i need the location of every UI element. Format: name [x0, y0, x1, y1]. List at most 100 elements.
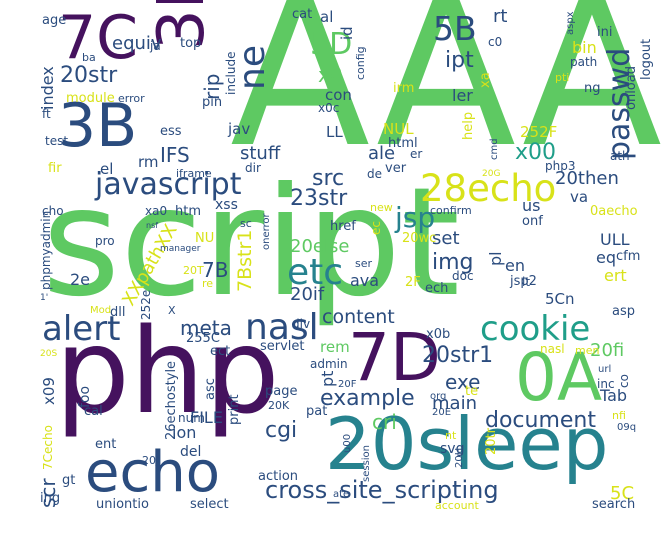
cloud-word: 2e	[70, 270, 91, 289]
cloud-word: cookie	[480, 309, 591, 349]
cloud-word: fir	[48, 161, 62, 176]
cloud-word: document	[485, 408, 596, 433]
cloud-word: de	[367, 167, 382, 181]
cloud-word: doc	[452, 269, 474, 283]
cloud-word: aspx	[565, 11, 576, 35]
cloud-word: content	[322, 306, 395, 328]
cloud-word: 7C	[58, 3, 139, 73]
cloud-word: htm	[175, 204, 201, 219]
cloud-word: ech	[425, 281, 449, 296]
cloud-word: pti	[555, 71, 570, 84]
cloud-word: ava	[350, 271, 380, 290]
cloud-word: 3B	[58, 91, 138, 161]
cloud-word: test	[45, 134, 69, 148]
cloud-word: 5C	[610, 483, 635, 504]
cloud-word: 20str1	[422, 343, 494, 368]
cloud-word: svg	[440, 441, 465, 457]
cloud-word: nt	[445, 429, 457, 442]
cloud-word: 20S	[40, 349, 58, 359]
cloud-word: age	[42, 13, 67, 28]
cloud-word: 7B	[202, 258, 229, 282]
cloud-word: module	[66, 91, 115, 106]
cloud-word: img	[432, 250, 474, 275]
cloud-word: ne	[232, 45, 273, 90]
cloud-word: er	[410, 147, 423, 161]
cloud-word: 20T	[183, 264, 204, 277]
cloud-word: eq	[596, 248, 616, 267]
cloud-word: new	[370, 201, 393, 214]
cloud-word: exe	[445, 370, 481, 394]
cloud-word: rt	[493, 6, 508, 27]
cloud-word: nasl	[540, 342, 565, 356]
cloud-word: 20H	[454, 447, 465, 468]
cloud-word: 28echo	[420, 167, 557, 210]
cloud-word: action	[258, 469, 299, 484]
cloud-word: pt	[318, 370, 337, 387]
cloud-word: manager	[160, 244, 201, 254]
cloud-word: logout	[639, 38, 654, 80]
cloud-word: meta	[180, 316, 232, 340]
cloud-word: php3	[545, 159, 576, 173]
cloud-word: nfi	[612, 409, 626, 422]
cloud-word: session	[361, 444, 372, 482]
cloud-word: NU	[195, 231, 215, 246]
cloud-word: script	[42, 156, 460, 330]
cloud-word: ser	[355, 257, 373, 270]
cloud-word: Tab	[600, 386, 628, 405]
cloud-word: 23str	[290, 186, 348, 211]
cloud-word: url	[598, 364, 612, 375]
cloud-word: ba	[82, 51, 96, 64]
cloud-word: ja	[150, 39, 161, 53]
cloud-word: c0	[488, 35, 503, 49]
cloud-word: 09q	[617, 422, 637, 433]
cloud-word: 20E	[432, 407, 452, 418]
cloud-word: search	[592, 497, 636, 512]
cloud-word: ate	[333, 489, 350, 500]
cloud-word: 5B	[433, 9, 477, 48]
cloud-word: help	[461, 111, 476, 140]
cloud-word: 20str	[60, 63, 118, 88]
cloud-word: ath	[610, 149, 630, 163]
cloud-word: dll	[110, 305, 126, 320]
cloud-word: servlet	[260, 339, 305, 354]
cloud-word: 20G	[482, 169, 501, 179]
cloud-word: X	[168, 304, 176, 317]
cloud-word: num	[178, 411, 205, 425]
cloud-word: IFS	[160, 143, 190, 167]
cloud-word: cgi	[265, 418, 298, 443]
cloud-word: 20else	[290, 236, 350, 257]
cloud-word: account	[435, 499, 479, 512]
cloud-word: equiv	[112, 33, 162, 54]
cloud-word: en	[505, 256, 525, 275]
cloud-word: href	[330, 219, 356, 234]
cloud-word: 20wc	[402, 231, 437, 246]
cloud-word: ess	[160, 124, 182, 139]
cloud-word: al	[320, 8, 334, 26]
cloud-word: cmd	[489, 138, 500, 160]
cloud-word: cat	[292, 7, 313, 22]
cloud-word: html	[388, 136, 418, 151]
cloud-word: cross_site_scripting	[265, 476, 499, 504]
cloud-word: pin	[202, 95, 223, 110]
cloud-word: main	[432, 393, 477, 414]
cloud-word: x0b	[426, 327, 451, 342]
cloud-word: error	[118, 92, 145, 105]
cloud-word: 255C	[186, 331, 220, 346]
cloud-word: onload	[624, 66, 639, 110]
cloud-word: x00	[515, 140, 557, 165]
cloud-word: 20sleep	[325, 402, 609, 486]
cloud-word: nasl	[245, 307, 319, 348]
cloud-word: xa0	[145, 204, 168, 218]
cloud-word: 20F	[338, 379, 357, 390]
cloud-word: del	[180, 444, 202, 460]
cloud-word: id	[338, 26, 356, 40]
cloud-word: con	[325, 86, 352, 104]
cloud-word: config	[354, 46, 367, 80]
cloud-word: 252e	[139, 289, 153, 320]
cloud-word: ipt	[445, 48, 474, 73]
cloud-word: confirm	[430, 204, 472, 217]
cloud-word: el	[100, 160, 114, 178]
cloud-word: x09	[40, 377, 58, 405]
cloud-word: echo	[85, 440, 220, 505]
cloud-word: jsp2	[510, 274, 537, 289]
